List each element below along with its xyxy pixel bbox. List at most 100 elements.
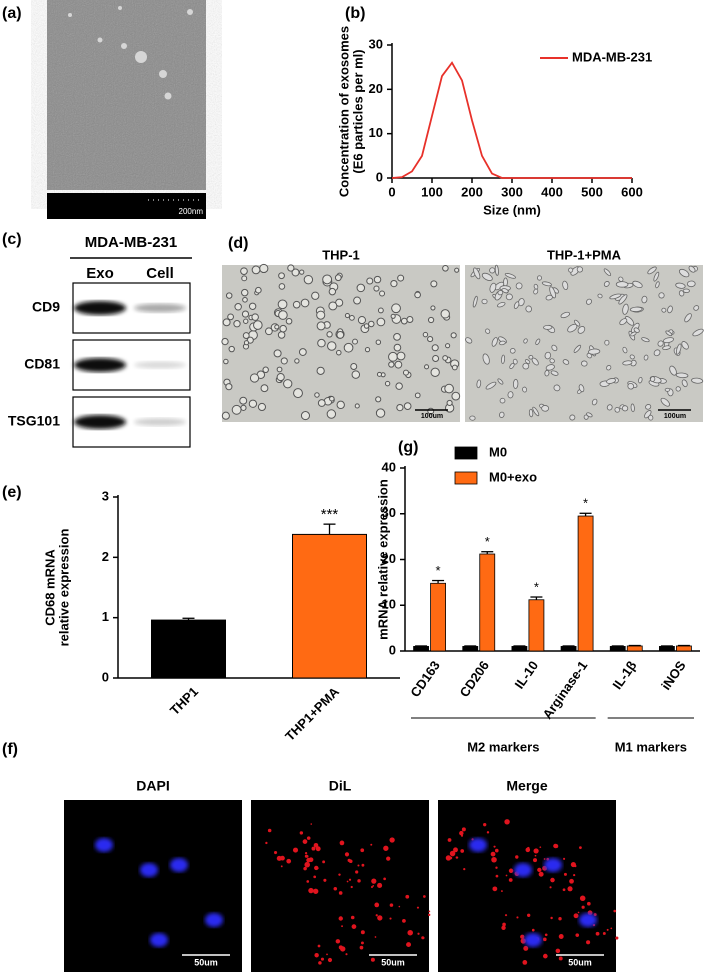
dil-dot bbox=[550, 877, 555, 883]
dil-dot bbox=[463, 868, 466, 871]
dil-dot bbox=[416, 906, 420, 909]
cell bbox=[675, 343, 682, 355]
nucleus bbox=[469, 838, 487, 852]
cell bbox=[630, 403, 635, 413]
dil-dot bbox=[350, 885, 353, 889]
cell bbox=[682, 288, 690, 293]
dil-dot bbox=[308, 857, 314, 863]
dil-dot bbox=[449, 850, 456, 857]
dil-dot bbox=[304, 854, 308, 858]
cell bbox=[522, 386, 528, 393]
nucleus bbox=[524, 933, 542, 947]
cell bbox=[391, 303, 401, 314]
dil-dot bbox=[302, 839, 308, 845]
panel-label: (e) bbox=[2, 484, 22, 501]
cell bbox=[277, 331, 286, 339]
dil-dot bbox=[313, 842, 319, 848]
cell bbox=[278, 272, 285, 280]
dil-dot bbox=[338, 873, 341, 876]
cell bbox=[326, 409, 337, 419]
cell bbox=[691, 377, 704, 384]
cell bbox=[681, 341, 689, 350]
bar bbox=[479, 553, 496, 652]
cell bbox=[328, 301, 338, 311]
cell bbox=[678, 290, 685, 297]
cell bbox=[292, 300, 301, 309]
dil-dot bbox=[543, 953, 548, 959]
cell bbox=[227, 313, 234, 321]
dil-dot bbox=[370, 957, 375, 962]
cell bbox=[377, 307, 384, 314]
cell bbox=[657, 340, 664, 347]
cell bbox=[231, 404, 242, 415]
cell bbox=[451, 364, 458, 371]
cell bbox=[647, 266, 657, 275]
cell bbox=[335, 349, 342, 356]
cell bbox=[357, 316, 367, 325]
cell bbox=[251, 265, 261, 275]
cell bbox=[622, 360, 633, 366]
cell bbox=[343, 342, 354, 353]
cell bbox=[499, 411, 505, 418]
cell bbox=[501, 354, 506, 365]
cell bbox=[481, 298, 488, 305]
image-title: Merge bbox=[506, 778, 547, 794]
dil-dot bbox=[372, 885, 375, 887]
cell bbox=[221, 337, 229, 346]
dil-dot bbox=[494, 848, 499, 853]
bar bbox=[528, 599, 545, 652]
dil-dot bbox=[577, 911, 580, 914]
cell bbox=[665, 330, 673, 337]
dil-dot bbox=[361, 863, 365, 867]
dil-dot bbox=[538, 871, 544, 877]
dil-dot bbox=[304, 861, 311, 868]
cell bbox=[364, 346, 371, 353]
x-tick-label: THP1 bbox=[167, 684, 201, 718]
bar bbox=[626, 645, 643, 652]
significance: * bbox=[534, 579, 539, 594]
cell bbox=[352, 338, 358, 345]
dil-dot bbox=[555, 948, 561, 954]
cell bbox=[406, 316, 414, 323]
cell bbox=[603, 281, 610, 287]
bar bbox=[462, 646, 479, 652]
cell bbox=[583, 414, 589, 420]
panel-label: (c) bbox=[2, 231, 22, 248]
y-tick-label: 1 bbox=[102, 609, 109, 624]
cell bbox=[692, 328, 704, 337]
cell bbox=[356, 283, 366, 293]
cell bbox=[573, 344, 582, 353]
dil-dot bbox=[389, 903, 394, 907]
cell bbox=[300, 411, 310, 421]
cell bbox=[298, 348, 307, 356]
cell bbox=[317, 399, 326, 407]
dil-dot bbox=[523, 945, 529, 951]
cell bbox=[497, 378, 504, 385]
fluorescence-image bbox=[251, 800, 429, 972]
cell bbox=[403, 402, 412, 410]
cell bbox=[414, 291, 421, 299]
cell bbox=[641, 337, 650, 343]
x-tick-label: 500 bbox=[581, 184, 603, 199]
dil-dot bbox=[406, 942, 412, 948]
line-series bbox=[391, 61, 632, 179]
dil-dot bbox=[505, 874, 508, 877]
cell bbox=[239, 396, 248, 405]
cell bbox=[451, 391, 461, 401]
dil-dot bbox=[370, 843, 373, 846]
dil-dot bbox=[313, 888, 319, 894]
dil-dot bbox=[357, 879, 361, 883]
dil-dot bbox=[563, 857, 566, 860]
y-tick-label: 30 bbox=[382, 505, 396, 520]
cell bbox=[660, 397, 670, 407]
cell bbox=[619, 318, 628, 326]
cell bbox=[669, 365, 677, 376]
dil-dot bbox=[348, 859, 353, 864]
scale-text: 50um bbox=[194, 957, 218, 967]
dil-dot bbox=[549, 886, 552, 889]
dil-dot bbox=[383, 877, 386, 881]
cell bbox=[241, 310, 250, 318]
cell bbox=[586, 412, 593, 418]
cell bbox=[528, 408, 534, 418]
cell bbox=[373, 275, 382, 284]
